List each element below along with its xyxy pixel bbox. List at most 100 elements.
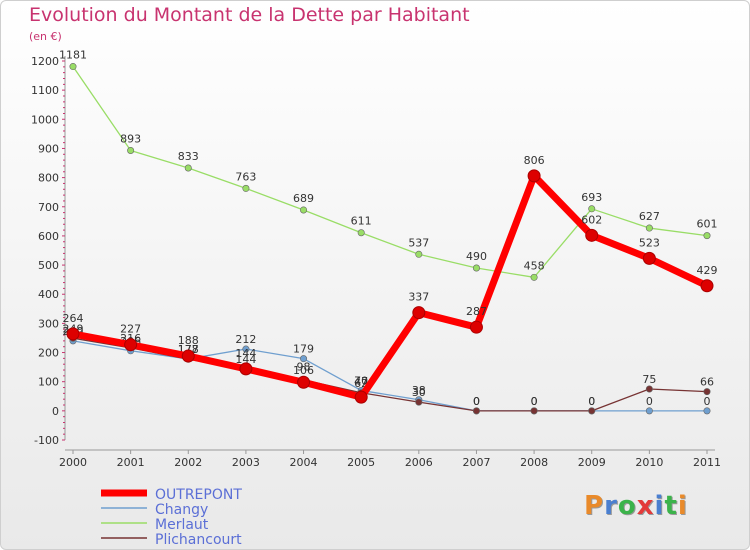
data-point-merlaut <box>588 205 596 213</box>
logo-letter: x <box>636 491 655 521</box>
data-label-plichancourt: 75 <box>642 373 656 386</box>
data-label-changy: 0 <box>473 395 480 408</box>
data-label-plichancourt: 30 <box>412 386 426 399</box>
data-point-outrepont <box>181 349 195 363</box>
data-label-merlaut: 490 <box>466 250 487 263</box>
data-point-outrepont <box>642 251 656 265</box>
data-label-outrepont: 429 <box>697 264 718 277</box>
logo-letter: i <box>654 491 665 521</box>
data-label-outrepont: 47 <box>354 375 368 388</box>
chart-title: Evolution du Montant de la Dette par Hab… <box>29 4 470 26</box>
data-label-merlaut: 693 <box>581 191 602 204</box>
data-point-merlaut <box>703 232 711 240</box>
x-tick-label: 2009 <box>578 456 606 469</box>
data-point-outrepont <box>585 228 599 242</box>
data-label-outrepont: 264 <box>63 312 84 325</box>
legend-label-merlaut: Merlaut <box>155 517 209 533</box>
y-tick-label: 900 <box>38 142 59 155</box>
data-label-changy: 70 <box>354 374 368 387</box>
x-tick-label: 2003 <box>232 456 260 469</box>
data-label-outrepont: 287 <box>466 305 487 318</box>
y-tick-label: 1200 <box>31 55 59 68</box>
data-label-merlaut: 689 <box>293 192 314 205</box>
logo-letter: o <box>617 491 637 521</box>
data-label-outrepont: 144 <box>235 347 256 360</box>
legend-label-plichancourt: Plichancourt <box>155 532 242 548</box>
x-tick-label: 2005 <box>347 456 375 469</box>
data-label-outrepont: 523 <box>639 236 660 249</box>
data-label-plichancourt: 0 <box>531 395 538 408</box>
data-label-merlaut: 458 <box>524 259 545 272</box>
data-point-plichancourt <box>703 388 711 396</box>
data-label-changy: 0 <box>704 395 711 408</box>
data-point-outrepont <box>66 327 80 341</box>
data-label-plichancourt: 66 <box>700 376 714 389</box>
data-point-plichancourt <box>588 407 596 415</box>
data-label-changy: 0 <box>646 395 653 408</box>
y-tick-label: 500 <box>38 259 59 272</box>
data-point-merlaut <box>357 229 365 237</box>
data-label-changy: 179 <box>293 343 314 356</box>
data-point-merlaut <box>184 164 192 172</box>
data-point-outrepont <box>124 338 138 352</box>
data-label-outrepont: 806 <box>524 154 545 167</box>
data-point-outrepont <box>297 375 311 389</box>
data-label-outrepont: 602 <box>581 213 602 226</box>
legend-label-outrepont: OUTREPONT <box>155 487 242 503</box>
y-tick-label: 600 <box>38 230 59 243</box>
data-label-merlaut: 537 <box>408 236 429 249</box>
data-point-merlaut <box>415 250 423 258</box>
data-label-merlaut: 833 <box>178 150 199 163</box>
x-tick-label: 2008 <box>520 456 548 469</box>
data-point-merlaut <box>69 63 77 71</box>
data-point-outrepont <box>527 169 541 183</box>
data-point-changy <box>242 345 250 353</box>
x-tick-label: 2011 <box>693 456 721 469</box>
data-point-changy <box>645 407 653 415</box>
y-tick-label: 400 <box>38 288 59 301</box>
y-tick-label: 300 <box>38 317 59 330</box>
data-point-plichancourt <box>530 407 538 415</box>
logo-letter: t <box>664 491 678 521</box>
x-tick-label: 2002 <box>174 456 202 469</box>
data-label-changy: 0 <box>588 395 595 408</box>
data-label-plichancourt: 0 <box>588 395 595 408</box>
data-point-merlaut <box>127 147 135 155</box>
y-tick-label: 200 <box>38 347 59 360</box>
logo-letter: r <box>604 491 618 521</box>
proxiti-logo: Proxiti <box>584 491 688 521</box>
data-label-merlaut: 601 <box>697 218 718 231</box>
logo-letter: i <box>677 491 688 521</box>
data-label-outrepont: 337 <box>408 291 429 304</box>
y-tick-label: 1000 <box>31 113 59 126</box>
data-label-outrepont: 188 <box>178 334 199 347</box>
data-point-merlaut <box>300 206 308 214</box>
x-tick-label: 2000 <box>59 456 87 469</box>
data-label-merlaut: 893 <box>120 133 141 146</box>
data-label-outrepont: 98 <box>297 360 311 373</box>
data-point-merlaut <box>472 264 480 272</box>
x-tick-label: 2006 <box>405 456 433 469</box>
data-label-merlaut: 627 <box>639 210 660 223</box>
data-label-merlaut: 1181 <box>59 49 87 62</box>
logo-letter: P <box>584 491 605 521</box>
data-label-plichancourt: 0 <box>473 395 480 408</box>
data-point-plichancourt <box>645 385 653 393</box>
data-label-plichancourt: 106 <box>293 364 314 377</box>
data-point-merlaut <box>645 224 653 232</box>
y-tick-label: 0 <box>52 405 59 418</box>
data-label-outrepont: 227 <box>120 323 141 336</box>
data-point-plichancourt <box>415 398 423 406</box>
y-tick-label: 800 <box>38 172 59 185</box>
x-tick-label: 2010 <box>635 456 663 469</box>
data-label-changy: 212 <box>235 333 256 346</box>
data-point-outrepont <box>412 306 426 320</box>
y-tick-label: 1100 <box>31 84 59 97</box>
data-label-merlaut: 763 <box>235 170 256 183</box>
y-tick-label: 700 <box>38 201 59 214</box>
data-point-merlaut <box>530 273 538 281</box>
data-point-outrepont <box>239 362 253 376</box>
data-point-outrepont <box>354 390 368 404</box>
